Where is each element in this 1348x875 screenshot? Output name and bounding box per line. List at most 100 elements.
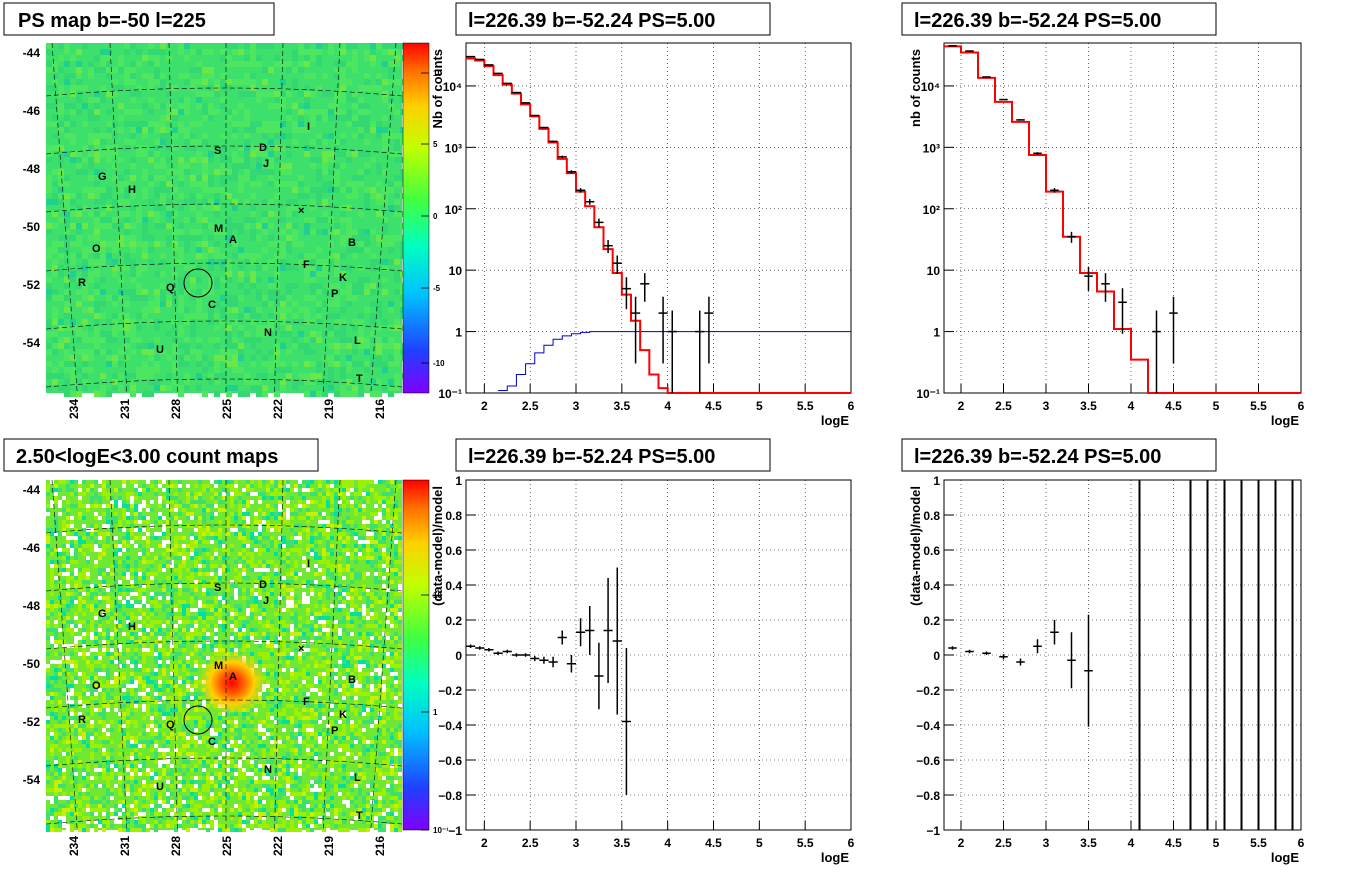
map-pixel (52, 181, 58, 187)
map-pixel (292, 283, 298, 289)
map-pixel (94, 560, 98, 564)
map-pixel (94, 684, 98, 688)
map-pixel (210, 488, 214, 492)
map-pixel (340, 373, 346, 379)
map-pixel (114, 660, 118, 664)
map-pixel (350, 632, 354, 636)
map-pixel (338, 608, 342, 612)
map-pixel (74, 532, 78, 536)
map-pixel (274, 133, 280, 139)
map-pixel (364, 187, 370, 193)
map-pixel (358, 361, 364, 367)
map-pixel (110, 504, 114, 508)
map-pixel (350, 644, 354, 648)
map-pixel (136, 211, 142, 217)
map-pixel (274, 193, 280, 199)
map-pixel (342, 700, 346, 704)
map-pixel (90, 628, 94, 632)
map-pixel (94, 532, 98, 536)
map-pixel (316, 133, 322, 139)
map-pixel (342, 716, 346, 720)
map-pixel (166, 187, 172, 193)
map-pixel (318, 536, 322, 540)
map-pixel (142, 528, 146, 532)
map-pixel (130, 271, 136, 277)
map-pixel (370, 157, 376, 163)
map-pixel (82, 680, 86, 684)
map-pixel (250, 548, 254, 552)
map-pixel (270, 512, 274, 516)
map-pixel (206, 604, 210, 608)
map-pixel (98, 504, 102, 508)
map-pixel (244, 79, 250, 85)
map-pixel (78, 484, 82, 488)
map-pixel (394, 55, 400, 61)
map-pixel (58, 688, 62, 692)
map-pixel (174, 484, 178, 488)
map-pixel (258, 640, 262, 644)
map-pixel (162, 480, 166, 484)
map-pixel (346, 520, 350, 524)
map-pixel (170, 500, 174, 504)
map-pixel (316, 301, 322, 307)
map-pixel (328, 217, 334, 223)
map-pixel (378, 696, 382, 700)
map-pixel (194, 564, 198, 568)
map-pixel (382, 564, 386, 568)
count-map-texture (46, 480, 402, 832)
map-pixel (338, 684, 342, 688)
map-pixel (196, 373, 202, 379)
map-pixel (342, 540, 346, 544)
map-pixel (374, 664, 378, 668)
map-pixel (390, 604, 394, 608)
map-pixel (220, 229, 226, 235)
map-pixel (202, 568, 206, 572)
map-pixel (134, 708, 138, 712)
map-pixel (194, 544, 198, 548)
map-pixel (262, 612, 266, 616)
map-pixel (94, 271, 100, 277)
map-pixel (154, 139, 160, 145)
map-pixel (194, 616, 198, 620)
map-pixel (172, 241, 178, 247)
map-pixel (118, 277, 124, 283)
map-pixel (198, 556, 202, 560)
map-pixel (94, 632, 98, 636)
map-pixel (114, 640, 118, 644)
map-pixel (194, 676, 198, 680)
map-pixel (378, 564, 382, 568)
map-pixel (304, 259, 310, 265)
map-pixel (150, 620, 154, 624)
map-pixel (88, 151, 94, 157)
map-pixel (46, 277, 52, 283)
map-pixel (134, 660, 138, 664)
map-pixel (290, 668, 294, 672)
map-pixel (274, 367, 280, 373)
map-pixel (230, 620, 234, 624)
map-pixel (88, 115, 94, 121)
map-pixel (122, 676, 126, 680)
map-pixel (334, 253, 340, 259)
map-pixel (148, 175, 154, 181)
map-pixel (142, 187, 148, 193)
map-pixel (322, 229, 328, 235)
map-pixel (330, 676, 334, 680)
map-pixel (170, 680, 174, 684)
map-pixel (270, 624, 274, 628)
map-pixel (94, 624, 98, 628)
map-pixel (278, 496, 282, 500)
map-pixel (280, 133, 286, 139)
map-pixel (214, 596, 218, 600)
map-pixel (208, 307, 214, 313)
map-pixel (374, 516, 378, 520)
map-pixel (316, 43, 322, 49)
map-pixel (242, 620, 246, 624)
map-pixel (390, 500, 394, 504)
map-pixel (378, 496, 382, 500)
map-pixel (242, 500, 246, 504)
map-pixel (378, 528, 382, 532)
map-pixel (346, 664, 350, 668)
map-pixel (358, 720, 362, 724)
map-pixel (318, 568, 322, 572)
map-pixel (282, 652, 286, 656)
